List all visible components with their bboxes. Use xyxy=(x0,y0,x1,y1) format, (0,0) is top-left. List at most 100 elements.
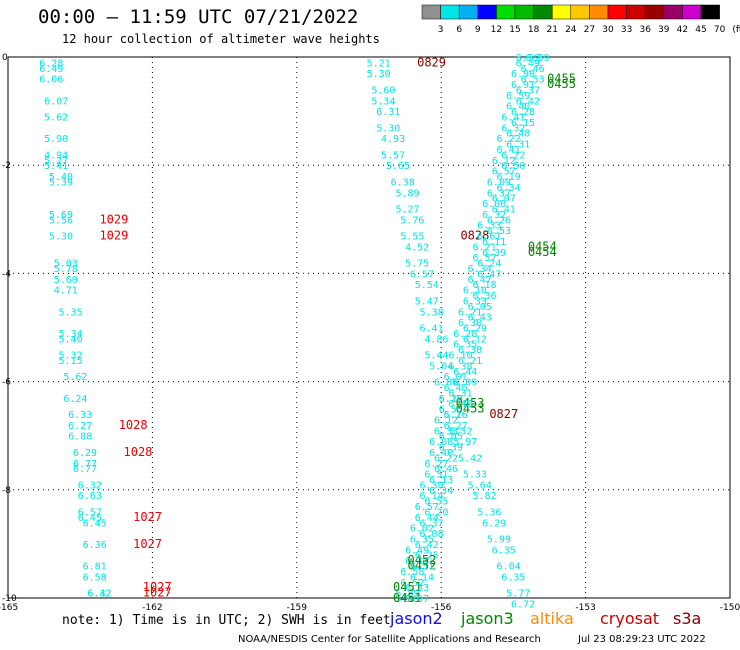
swh-value-label: 5.99 xyxy=(487,534,511,545)
swh-value-label: 6.46 xyxy=(521,64,545,75)
swh-value-label: 5.26 xyxy=(444,410,468,421)
swh-value-label: 6.88 xyxy=(68,432,92,443)
swh-value-label: 6.39 xyxy=(439,443,463,454)
swh-value-label: 6.14 xyxy=(420,491,444,502)
swh-value-label: 5.33 xyxy=(463,470,487,481)
swh-value-label: 6.14 xyxy=(410,572,434,583)
credit-line: NOAA/NESDIS Center for Satellite Applica… xyxy=(238,634,541,645)
scale-label: 6 xyxy=(456,25,462,35)
swh-value-label: 6.33 xyxy=(68,410,92,421)
scale-label: 33 xyxy=(621,25,632,35)
swh-value-label: 4.71 xyxy=(54,286,78,297)
swh-value-label: 6.45 xyxy=(78,513,102,524)
swh-value-label: 5.78 xyxy=(54,264,78,275)
swh-value-label: 6.47 xyxy=(468,275,492,286)
x-tick-label: -162 xyxy=(142,603,162,613)
swh-value-label: 6.90 xyxy=(511,69,535,80)
swh-value-label: 6.19 xyxy=(497,172,521,183)
swh-value-label: 5.38 xyxy=(420,307,444,318)
swh-value-label: 6.22 xyxy=(501,150,525,161)
swh-value-label: 6.77 xyxy=(73,464,97,475)
swh-value-label: 4.52 xyxy=(405,242,429,253)
swh-value-label: 6.58 xyxy=(83,572,107,583)
swh-value-label: 5.39 xyxy=(49,177,73,188)
legend-cryosat: cryosat xyxy=(600,609,660,628)
swh-value-label: 6.33 xyxy=(463,296,487,307)
swh-value-label: 6.18 xyxy=(472,280,496,291)
swh-value-label: 6.22 xyxy=(434,453,458,464)
axis-ticks: -165 -162 -159 -156 -153 -150 0 -2 -4 -6 -8 -10 xyxy=(0,53,740,613)
swh-value-label: 5.32 xyxy=(59,351,83,362)
swh-value-label: 5.97 xyxy=(453,437,477,448)
swh-value-label: 5.57 xyxy=(381,150,405,161)
swh-value-label: 6.28 xyxy=(511,107,535,118)
swh-value-label: 6.34 xyxy=(497,183,521,194)
swh-value-label: 6.53 xyxy=(487,226,511,237)
swh-value-label: 6.44 xyxy=(453,367,477,378)
swh-value-label: 6.40 xyxy=(429,448,453,459)
scale-swatch xyxy=(496,4,516,20)
swh-value-label: 6.38 xyxy=(391,177,415,188)
scale-label: 27 xyxy=(584,25,595,35)
swh-value-label: 5.40 xyxy=(49,172,73,183)
swh-value-label: 5.55 xyxy=(400,232,424,243)
swh-value-label: 6.36 xyxy=(472,291,496,302)
swh-value-label: 6.57 xyxy=(415,502,439,513)
swh-value-label: 6.32 xyxy=(87,589,111,600)
swh-value-label: 6.46 xyxy=(444,383,468,394)
swh-value-label: 5.42 xyxy=(458,453,482,464)
swh-value-label: 6.13 xyxy=(429,475,453,486)
scale-label: 12 xyxy=(491,25,502,35)
swh-value-label: 6.91 xyxy=(511,80,535,91)
swh-value-label: 6.27 xyxy=(424,459,448,470)
swh-value-label: 6.42 xyxy=(87,589,111,600)
swh-value-label: 6.07 xyxy=(492,194,516,205)
grid-lines xyxy=(7,56,731,599)
time-label: 0453 xyxy=(456,402,485,416)
scale-swatch xyxy=(477,4,497,20)
swh-value-label: 6.48 xyxy=(506,129,530,140)
swh-value-label: 6.08 xyxy=(420,529,444,540)
scale-swatch xyxy=(421,4,441,20)
scale-label: 36 xyxy=(639,25,651,35)
time-label: 0453 xyxy=(456,396,485,410)
legend-s3a: s3a xyxy=(673,609,702,628)
swh-value-label: 6.02 xyxy=(410,524,434,535)
swh-value-label: 5.41 xyxy=(44,161,68,172)
swh-value-label: 4.86 xyxy=(424,334,448,345)
swh-value-label: 6.00 xyxy=(482,199,506,210)
swh-value-label: 6.47 xyxy=(477,269,501,280)
swh-value-label: 6.29 xyxy=(482,518,506,529)
swh-value-label: 5.30 xyxy=(49,232,73,243)
legend-jason2: jason2 xyxy=(390,609,443,628)
swh-value-label: 4.94 xyxy=(44,150,68,161)
swh-value-label: 5.56 xyxy=(49,215,73,226)
swh-value-label: 6.25 xyxy=(439,394,463,405)
swh-value-label: 6.29 xyxy=(73,448,97,459)
swh-value-label: 6.34 xyxy=(429,486,453,497)
scale-label: 42 xyxy=(677,25,688,35)
x-tick-label: -159 xyxy=(287,603,308,613)
swh-value-label: 5.60 xyxy=(371,85,395,96)
y-tick-label: 0 xyxy=(2,53,8,63)
scale-label: (ft) xyxy=(732,25,740,35)
swh-value-label: 5.75 xyxy=(405,259,429,270)
swh-value-label: 6.37 xyxy=(516,85,540,96)
scale-label: 45 xyxy=(695,25,706,35)
swh-value-label: 6.38 xyxy=(458,345,482,356)
scale-swatch xyxy=(644,4,665,20)
swh-value-label: 5.47 xyxy=(415,296,439,307)
scale-swatch xyxy=(533,4,553,20)
swh-value-label: 6.50 xyxy=(501,161,525,172)
scale-swatch xyxy=(570,4,590,20)
swh-value-label: 6.33 xyxy=(405,583,429,594)
scale-swatch xyxy=(440,4,460,20)
swh-value-label: 5.62 xyxy=(63,372,87,383)
swh-value-label: 6.11 xyxy=(482,237,506,248)
swh-value-label: 6.12 xyxy=(434,415,458,426)
swh-value-label: 6.42 xyxy=(415,540,439,551)
swh-value-label: 6.32 xyxy=(501,123,525,134)
scale-swatch xyxy=(458,4,479,20)
swh-value-label: 6.51 xyxy=(410,562,434,573)
